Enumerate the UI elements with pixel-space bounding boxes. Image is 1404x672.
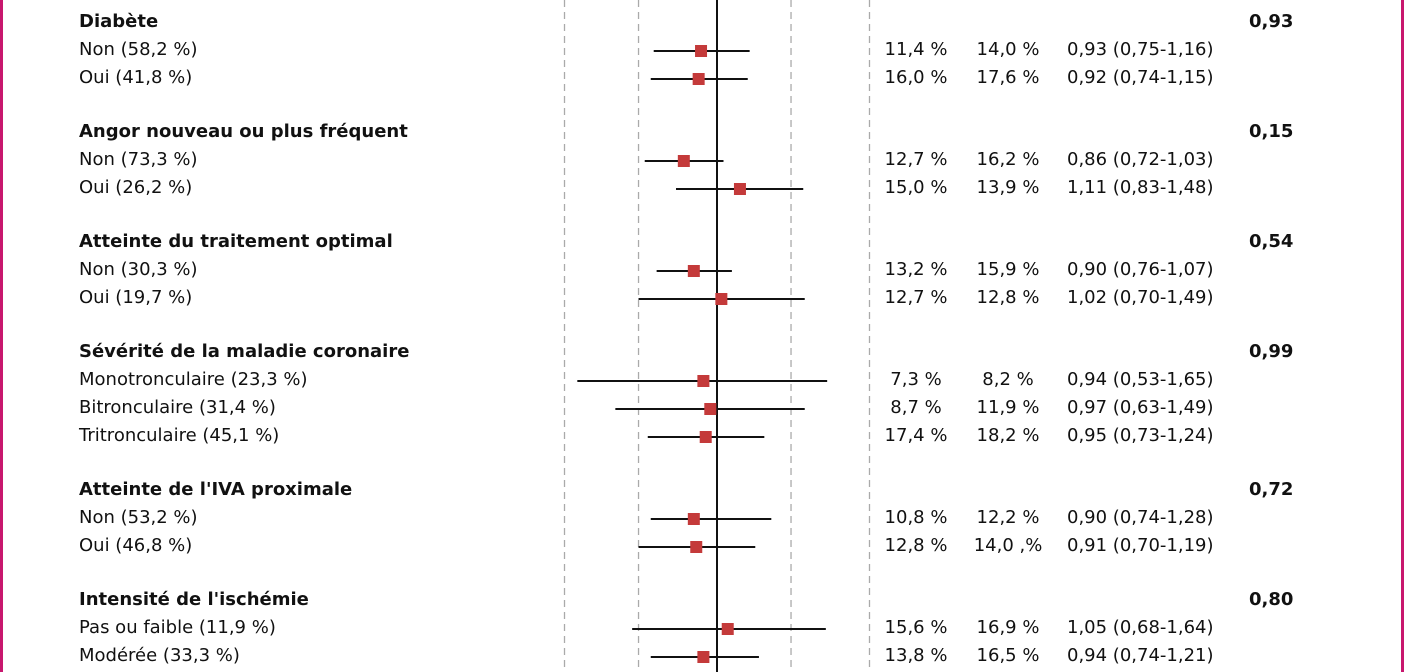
hr-marker xyxy=(697,651,710,663)
subgroup-row: Oui (46,8 %) 12,8 % 14,0 ,% 0,91 (0,70-1,19… xyxy=(0,532,1404,560)
subgroup-row: Non (53,2 %) 10,8 % 12,2 % 0,90 (0,74-1,28) xyxy=(0,504,1404,532)
subgroup-row: Non (30,3 %) 13,2 % 15,9 % 0,90 (0,76-1,07) xyxy=(0,256,1404,284)
hazard-ratio-ci: 0,95 (0,73-1,24) xyxy=(1067,425,1214,446)
event-rate-col2: 13,9 % xyxy=(976,177,1040,198)
hr-marker xyxy=(733,183,746,195)
group-header-row: Intensité de l'ischémie 0,80 xyxy=(0,586,1404,614)
subgroup-row: Monotronculaire (23,3 %) 7,3 % 8,2 % 0,94 (… xyxy=(0,366,1404,394)
event-rate-col1: 15,6 % xyxy=(884,617,948,638)
group-title: Diabète xyxy=(79,11,159,32)
subgroup-label: Bitronculaire (31,4 %) xyxy=(79,397,276,418)
subgroup-row: Tritronculaire (45,1 %) 17,4 % 18,2 % 0,95 … xyxy=(0,422,1404,450)
event-rate-col2: 14,0 ,% xyxy=(973,535,1043,556)
hr-marker xyxy=(697,375,710,387)
subgroup-label: Oui (46,8 %) xyxy=(79,535,193,556)
subgroup-row: Oui (41,8 %) 16,0 % 17,6 % 0,92 (0,74-1,15) xyxy=(0,64,1404,92)
hazard-ratio-ci: 0,92 (0,74-1,15) xyxy=(1067,67,1214,88)
event-rate-col2: 16,9 % xyxy=(976,617,1040,638)
hazard-ratio-ci: 0,90 (0,74-1,28) xyxy=(1067,507,1214,528)
event-rate-col2: 12,8 % xyxy=(976,287,1040,308)
subgroup-label: Modérée (33,3 %) xyxy=(79,645,240,666)
hr-marker xyxy=(692,73,705,85)
hr-marker xyxy=(690,541,703,553)
event-rate-col2: 8,2 % xyxy=(982,369,1034,390)
event-rate-col1: 12,7 % xyxy=(884,149,948,170)
group-header-row: Angor nouveau ou plus fréquent 0,15 xyxy=(0,118,1404,146)
group-title: Atteinte du traitement optimal xyxy=(79,231,393,252)
hazard-ratio-ci: 0,90 (0,76-1,07) xyxy=(1067,259,1214,280)
event-rate-col2: 17,6 % xyxy=(976,67,1040,88)
subgroup-row: Pas ou faible (11,9 %) 15,6 % 16,9 % 1,05 (… xyxy=(0,614,1404,642)
subgroup-row: Modérée (33,3 %) 13,8 % 16,5 % 0,94 (0,74-1… xyxy=(0,642,1404,670)
hazard-ratio-ci: 0,86 (0,72-1,03) xyxy=(1067,149,1214,170)
hr-marker xyxy=(695,45,708,57)
event-rate-col2: 11,9 % xyxy=(976,397,1040,418)
group-title: Angor nouveau ou plus fréquent xyxy=(79,121,408,142)
event-rate-col2: 12,2 % xyxy=(976,507,1040,528)
subgroup-row: Non (73,3 %) 12,7 % 16,2 % 0,86 (0,72-1,03) xyxy=(0,146,1404,174)
hr-marker xyxy=(677,155,690,167)
subgroup-row: Oui (19,7 %) 12,7 % 12,8 % 1,02 (0,70-1,49) xyxy=(0,284,1404,312)
interaction-p-value: 0,93 xyxy=(1249,11,1294,32)
hazard-ratio-ci: 0,94 (0,53-1,65) xyxy=(1067,369,1214,390)
hazard-ratio-ci: 0,94 (0,74-1,21) xyxy=(1067,645,1214,666)
hr-marker xyxy=(699,431,712,443)
event-rate-col1: 11,4 % xyxy=(884,39,948,60)
subgroup-row: Bitronculaire (31,4 %) 8,7 % 11,9 % 0,97 (0… xyxy=(0,394,1404,422)
hazard-ratio-ci: 1,02 (0,70-1,49) xyxy=(1067,287,1214,308)
hr-marker xyxy=(687,265,700,277)
group-title: Sévérité de la maladie coronaire xyxy=(79,341,410,362)
group-header-row: Sévérité de la maladie coronaire 0,99 xyxy=(0,338,1404,366)
event-rate-col1: 7,3 % xyxy=(890,369,942,390)
hr-marker xyxy=(715,293,728,305)
group-header-row: Atteinte de l'IVA proximale 0,72 xyxy=(0,476,1404,504)
interaction-p-value: 0,15 xyxy=(1249,121,1294,142)
interaction-p-value: 0,99 xyxy=(1249,341,1294,362)
event-rate-col1: 13,8 % xyxy=(884,645,948,666)
event-rate-col2: 16,5 % xyxy=(976,645,1040,666)
event-rate-col2: 16,2 % xyxy=(976,149,1040,170)
interaction-p-value: 0,54 xyxy=(1249,231,1294,252)
event-rate-col1: 15,0 % xyxy=(884,177,948,198)
subgroup-label: Oui (26,2 %) xyxy=(79,177,193,198)
hazard-ratio-ci: 0,91 (0,70-1,19) xyxy=(1067,535,1214,556)
group-header-row: Diabète 0,93 xyxy=(0,8,1404,36)
event-rate-col2: 15,9 % xyxy=(976,259,1040,280)
event-rate-col2: 14,0 % xyxy=(976,39,1040,60)
hr-marker xyxy=(721,623,734,635)
subgroup-label: Non (53,2 %) xyxy=(79,507,198,528)
group-title: Atteinte de l'IVA proximale xyxy=(79,479,353,500)
event-rate-col1: 12,8 % xyxy=(884,535,948,556)
subgroup-label: Oui (41,8 %) xyxy=(79,67,193,88)
frame-right-border xyxy=(1401,0,1404,672)
hr-marker xyxy=(687,513,700,525)
group-header-row: Atteinte du traitement optimal 0,54 xyxy=(0,228,1404,256)
subgroup-label: Oui (19,7 %) xyxy=(79,287,193,308)
group-title: Intensité de l'ischémie xyxy=(79,589,309,610)
event-rate-col1: 10,8 % xyxy=(884,507,948,528)
hazard-ratio-ci: 1,05 (0,68-1,64) xyxy=(1067,617,1214,638)
subgroup-label: Non (30,3 %) xyxy=(79,259,198,280)
frame-left-border xyxy=(0,0,3,672)
event-rate-col1: 16,0 % xyxy=(884,67,948,88)
subgroup-label: Monotronculaire (23,3 %) xyxy=(79,369,308,390)
event-rate-col1: 13,2 % xyxy=(884,259,948,280)
subgroup-label: Tritronculaire (45,1 %) xyxy=(79,425,280,446)
subgroup-label: Pas ou faible (11,9 %) xyxy=(79,617,276,638)
hazard-ratio-ci: 0,97 (0,63-1,49) xyxy=(1067,397,1214,418)
subgroup-label: Non (73,3 %) xyxy=(79,149,198,170)
interaction-p-value: 0,80 xyxy=(1249,589,1294,610)
hr-marker xyxy=(704,403,717,415)
event-rate-col1: 8,7 % xyxy=(890,397,942,418)
hazard-ratio-ci: 0,93 (0,75-1,16) xyxy=(1067,39,1214,60)
subgroup-row: Non (58,2 %) 11,4 % 14,0 % 0,93 (0,75-1,16) xyxy=(0,36,1404,64)
event-rate-col1: 17,4 % xyxy=(884,425,948,446)
event-rate-col2: 18,2 % xyxy=(976,425,1040,446)
subgroup-label: Non (58,2 %) xyxy=(79,39,198,60)
event-rate-col1: 12,7 % xyxy=(884,287,948,308)
hazard-ratio-ci: 1,11 (0,83-1,48) xyxy=(1067,177,1214,198)
subgroup-row: Oui (26,2 %) 15,0 % 13,9 % 1,11 (0,83-1,48) xyxy=(0,174,1404,202)
interaction-p-value: 0,72 xyxy=(1249,479,1294,500)
